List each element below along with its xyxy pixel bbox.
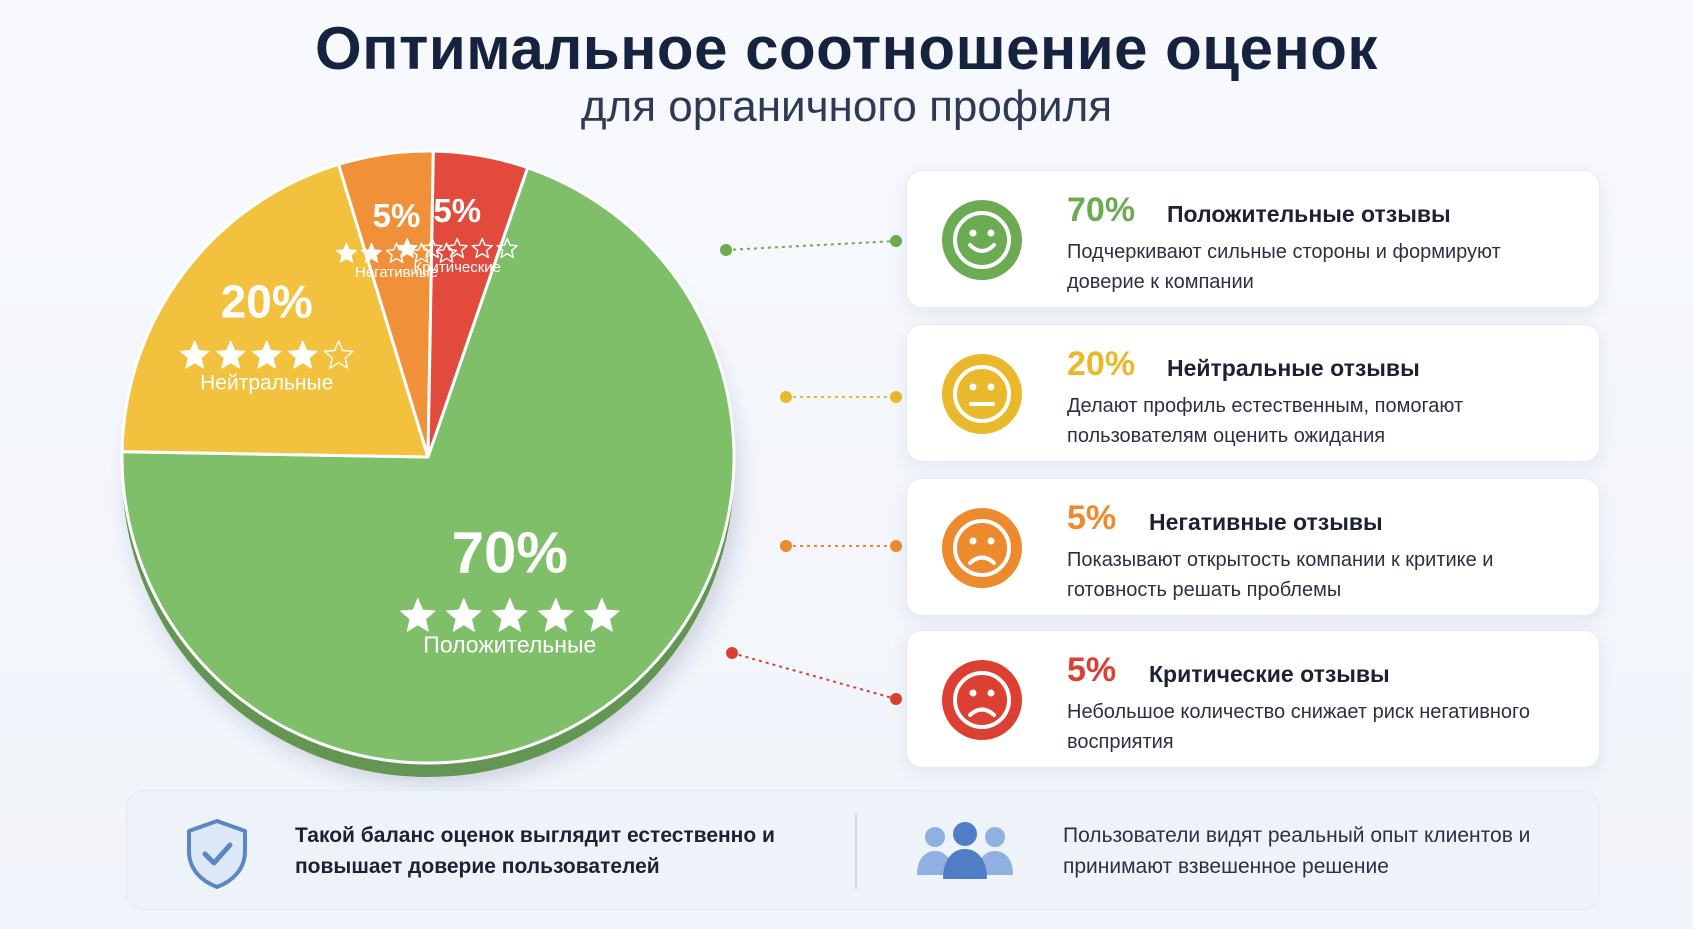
users-group-icon xyxy=(913,821,1017,886)
footer-divider xyxy=(855,813,857,889)
slice-category-label: Положительные xyxy=(423,631,596,657)
connector-dot xyxy=(726,647,738,659)
card-description: Показывают открытость компании к критике… xyxy=(1067,549,1494,601)
star-filled-icon xyxy=(215,340,246,369)
card-description: Небольшое количество снижает риск негати… xyxy=(1067,701,1531,753)
card-percent: 70% xyxy=(1067,191,1136,229)
slice-percent-label: 5% xyxy=(373,197,421,234)
footer-bar: Такой баланс оценок выглядит естественно… xyxy=(126,790,1600,910)
slice-percent-label: 5% xyxy=(433,192,481,229)
star-filled-icon xyxy=(287,340,318,369)
footer-left-text: Такой баланс оценок выглядит естественно… xyxy=(295,824,775,878)
connector-line xyxy=(731,652,897,700)
slice-percent-label: 20% xyxy=(221,275,313,327)
star-filled-icon xyxy=(396,238,418,258)
sad-face-icon xyxy=(941,659,1023,741)
star-filled-icon xyxy=(251,340,282,369)
slice-category-label: Негативные xyxy=(355,264,438,281)
star-filled-icon xyxy=(336,242,357,263)
slice-category-label: Критические xyxy=(413,259,501,276)
star-filled-icon xyxy=(584,598,620,632)
connector-dot xyxy=(780,391,792,403)
card-title: Положительные отзывы xyxy=(1167,201,1451,227)
star-empty-icon xyxy=(471,237,493,259)
star-filled-icon xyxy=(400,598,436,632)
star-empty-icon xyxy=(435,242,458,263)
star-filled-icon xyxy=(538,598,574,632)
connector-dot xyxy=(720,244,732,256)
star-filled-icon xyxy=(492,598,528,632)
star-empty-icon xyxy=(323,340,354,369)
smile-face-icon xyxy=(941,199,1023,281)
card-title: Негативные отзывы xyxy=(1149,509,1383,535)
star-filled-icon xyxy=(446,598,482,632)
card-description: Подчеркивают сильные стороны и формируют… xyxy=(1067,241,1501,293)
connector-dot xyxy=(890,235,902,247)
connector-dot xyxy=(890,540,902,552)
shield-check-icon xyxy=(183,817,251,894)
connector-dot xyxy=(780,540,792,552)
star-empty-icon xyxy=(410,242,433,263)
pie-slice-3 xyxy=(426,149,530,459)
star-empty-icon xyxy=(421,237,443,259)
page-subtitle: для органичного профиля xyxy=(580,82,1113,131)
card-percent: 5% xyxy=(1067,651,1117,689)
connector-line xyxy=(725,240,897,251)
card-critical: 5% Критические отзывы Небольшое количест… xyxy=(906,630,1600,768)
neutral-face-icon xyxy=(941,353,1023,435)
footer-right-text: Пользователи видят реальный опыт клиенто… xyxy=(1063,824,1531,878)
connector-dot xyxy=(890,391,902,403)
connector-dot xyxy=(890,693,902,705)
card-title: Нейтральные отзывы xyxy=(1167,355,1420,381)
card-description: Делают профиль естественным, помогают по… xyxy=(1067,395,1464,447)
card-percent: 20% xyxy=(1067,345,1136,383)
card-neutral: 20% Нейтральные отзывы Делают профиль ес… xyxy=(906,324,1600,462)
card-negative: 5% Негативные отзывы Показывают открытос… xyxy=(906,478,1600,616)
slice-category-label: Нейтральные xyxy=(200,371,333,394)
card-title: Критические отзывы xyxy=(1149,661,1390,687)
card-percent: 5% xyxy=(1067,499,1117,537)
star-empty-icon xyxy=(496,237,518,259)
page-title: Оптимальное соотношение оценок xyxy=(315,15,1378,82)
slice-percent-label: 70% xyxy=(452,520,568,585)
star-filled-icon xyxy=(361,242,382,263)
pie-slice-0 xyxy=(120,166,736,765)
pie-slice-1 xyxy=(120,162,430,459)
star-empty-icon xyxy=(446,237,468,259)
card-positive: 70% Положительные отзывы Подчеркивают си… xyxy=(906,170,1600,308)
sad-face-icon xyxy=(941,507,1023,589)
star-filled-icon xyxy=(179,340,210,369)
